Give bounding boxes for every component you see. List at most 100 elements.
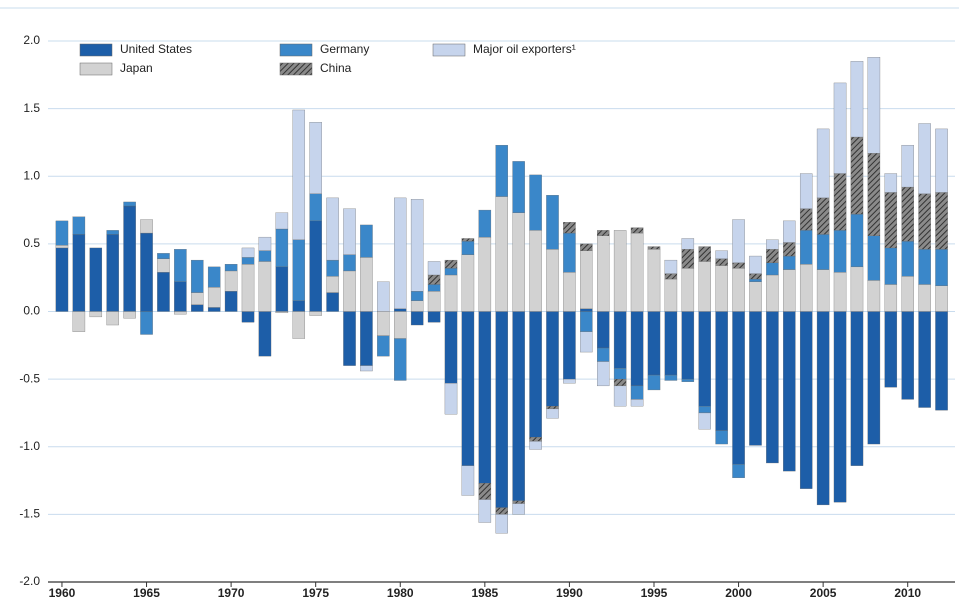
bar-segment xyxy=(72,216,86,235)
bar-segment xyxy=(766,274,779,312)
bar-segment xyxy=(191,304,204,312)
bar-segment xyxy=(360,311,373,366)
bar-segment xyxy=(444,383,458,415)
bar-segment xyxy=(309,220,322,312)
bar-segment xyxy=(174,311,187,315)
bar-segment xyxy=(901,241,914,277)
bar-segment xyxy=(461,465,475,496)
bar-segment xyxy=(377,311,390,336)
bar-segment xyxy=(698,261,711,312)
bar-segment xyxy=(410,291,424,301)
bar-segment xyxy=(816,234,830,270)
bar-segment xyxy=(157,258,170,273)
bar-segment xyxy=(816,128,830,199)
bar-segment xyxy=(191,292,204,305)
bar-segment xyxy=(309,193,322,222)
bar-segment xyxy=(850,61,864,138)
x-tick-label: 2000 xyxy=(725,586,752,600)
bar-segment xyxy=(478,236,492,312)
bar-segment xyxy=(495,196,508,312)
bar-segment xyxy=(275,228,289,268)
bar-segment xyxy=(72,234,86,312)
bar-segment xyxy=(394,308,407,312)
bar-segment xyxy=(207,287,221,308)
bar-segment xyxy=(850,136,864,215)
bar-segment xyxy=(512,161,525,213)
bar-segment xyxy=(867,153,881,236)
bar-segment xyxy=(715,250,728,259)
legend-label: China xyxy=(320,61,352,75)
bar-segment xyxy=(444,259,458,269)
bar-segment xyxy=(833,82,847,174)
bar-segment xyxy=(326,259,339,277)
bar-segment xyxy=(715,265,728,312)
bar-segment xyxy=(580,331,593,353)
bar-segment xyxy=(241,247,255,258)
bar-segment xyxy=(546,249,559,312)
bar-segment xyxy=(647,249,661,312)
bar-segment xyxy=(410,199,424,292)
bar-segment xyxy=(918,123,931,194)
y-tick-label: 0.5 xyxy=(23,236,40,250)
y-tick-label: -0.5 xyxy=(19,371,40,385)
y-tick-label: -1.5 xyxy=(19,507,40,521)
bar-segment xyxy=(664,273,678,280)
bar-segment xyxy=(918,311,931,408)
bar-segment xyxy=(816,269,830,312)
bar-segment xyxy=(461,238,475,242)
bar-segment xyxy=(563,272,576,312)
bar-segment xyxy=(427,274,441,285)
bar-segment xyxy=(698,246,711,262)
legend-label: Major oil exporters¹ xyxy=(473,42,576,56)
bar-segment xyxy=(546,195,559,250)
legend-swatch xyxy=(432,43,466,57)
bar-segment xyxy=(884,284,898,312)
bar-segment xyxy=(512,311,525,502)
bar-segment xyxy=(698,412,711,430)
bar-segment xyxy=(410,300,424,312)
bar-segment xyxy=(816,311,830,506)
bar-segment xyxy=(123,311,136,319)
x-tick-label: 1985 xyxy=(471,586,498,600)
bar-segment xyxy=(783,255,796,270)
bar-segment xyxy=(850,266,864,312)
bar-segment xyxy=(529,441,542,450)
bar-segment xyxy=(495,144,508,197)
bar-segment xyxy=(157,272,170,312)
legend-label: United States xyxy=(120,42,192,56)
bar-segment xyxy=(207,307,221,312)
y-tick-label: 1.0 xyxy=(23,168,40,182)
bar-segment xyxy=(647,246,661,250)
bar-segment xyxy=(766,249,779,263)
bar-segment xyxy=(478,483,492,500)
bar-segment xyxy=(207,266,221,288)
bar-segment xyxy=(799,173,813,209)
legend-swatch xyxy=(79,62,113,76)
bar-segment xyxy=(850,311,864,466)
x-tick-label: 1990 xyxy=(556,586,583,600)
bar-segment xyxy=(258,236,272,251)
bar-segment xyxy=(529,230,542,312)
bar-segment xyxy=(275,266,289,312)
bar-segment xyxy=(377,281,390,312)
y-tick-label: 0.0 xyxy=(23,304,40,318)
bar-segment xyxy=(427,291,441,312)
x-tick-label: 1995 xyxy=(641,586,668,600)
bar-segment xyxy=(546,408,559,419)
bar-segment xyxy=(901,276,914,312)
bar-segment xyxy=(799,208,813,231)
bar-segment xyxy=(478,499,492,523)
bar-segment xyxy=(613,230,627,312)
bar-segment xyxy=(427,284,441,292)
bar-segment xyxy=(867,57,881,154)
bar-segment xyxy=(309,311,322,316)
bar-segment xyxy=(749,278,762,282)
x-tick-label: 1980 xyxy=(387,586,414,600)
bar-segment xyxy=(681,238,695,250)
bar-segment xyxy=(630,385,644,400)
bar-segment xyxy=(664,311,678,376)
bar-segment xyxy=(613,311,627,369)
bar-segment xyxy=(394,197,407,309)
bar-segment xyxy=(495,514,508,534)
